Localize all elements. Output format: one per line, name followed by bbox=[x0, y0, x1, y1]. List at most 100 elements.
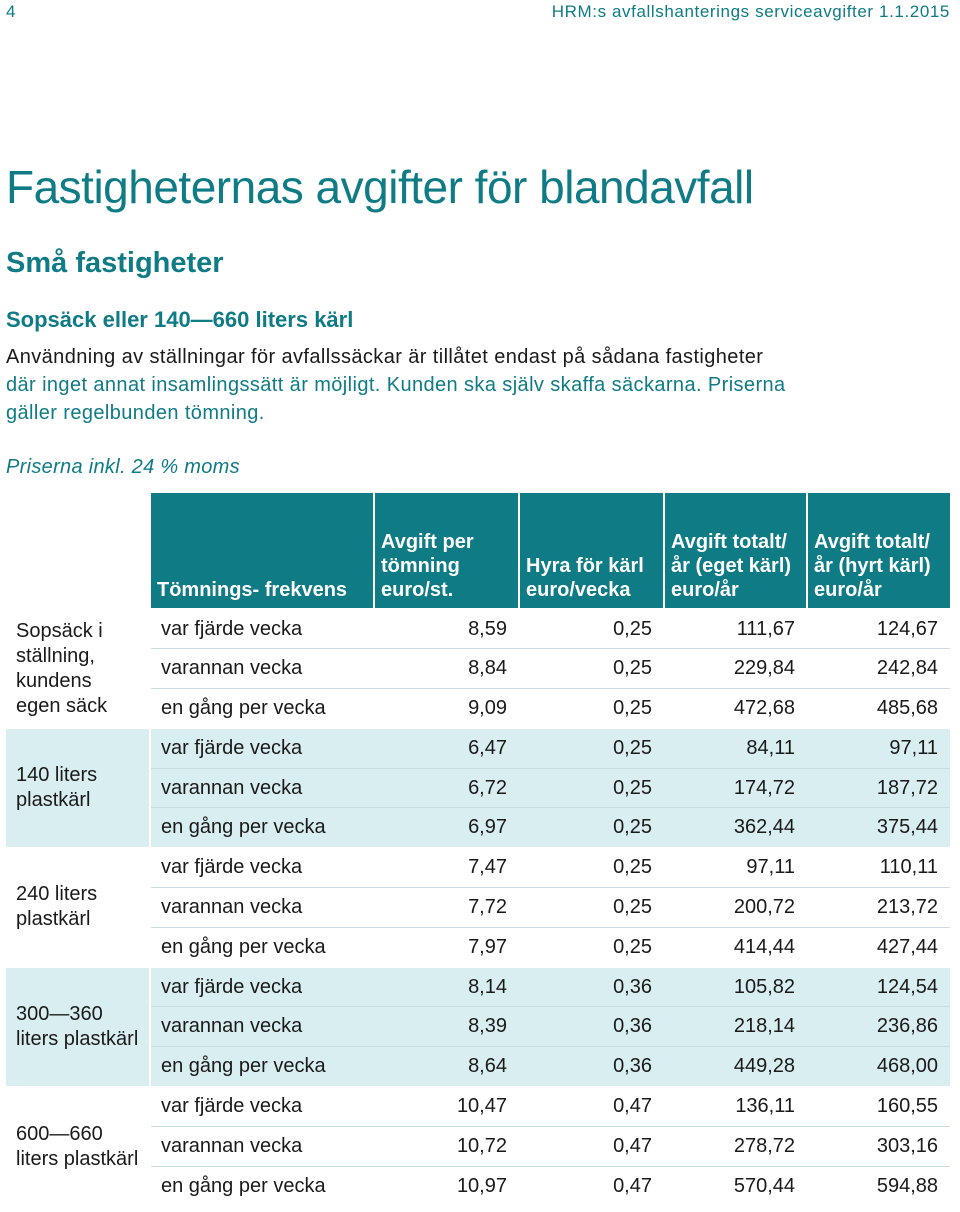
rent-cell: 0,25 bbox=[519, 688, 664, 729]
fee-cell: 8,59 bbox=[374, 608, 519, 649]
table-row: Sopsäck i ställning, kundens egen säck va… bbox=[6, 607, 950, 729]
total-rented-cell: 110,11 bbox=[807, 846, 950, 888]
frequency-cell: en gång per vecka bbox=[150, 1165, 374, 1206]
frequency-cell: var fjärde vecka bbox=[150, 727, 374, 769]
total-own-cell: 200,72 bbox=[664, 887, 807, 928]
fee-cell: 10,47 bbox=[374, 1085, 519, 1127]
frequency-cell: varannan vecka bbox=[150, 1006, 374, 1047]
total-rented-cell: 236,86 bbox=[807, 1006, 950, 1047]
total-own-cell: 414,44 bbox=[664, 926, 807, 968]
total-own-cell: 136,11 bbox=[664, 1085, 807, 1127]
frequency-cell: var fjärde vecka bbox=[150, 846, 374, 888]
fee-cell: 7,47 bbox=[374, 846, 519, 888]
frequency-cell: en gång per vecka bbox=[150, 688, 374, 729]
fee-cell: 10,97 bbox=[374, 1165, 519, 1206]
total-rented-cell: 375,44 bbox=[807, 807, 950, 848]
page-header: 4 HRM:s avfallshanterings serviceavgifte… bbox=[0, 0, 960, 26]
page-number: 4 bbox=[6, 2, 16, 21]
fee-cell: 7,97 bbox=[374, 926, 519, 968]
intro-line-1: Användning av ställningar för avfallssäc… bbox=[6, 346, 764, 368]
fee-cell: 8,84 bbox=[374, 648, 519, 689]
vat-note: Priserna inkl. 24 % moms bbox=[6, 456, 240, 478]
table-row: en gång per vecka 8,64 0,36 449,28 468,00 bbox=[6, 1046, 950, 1087]
rent-cell: 0,47 bbox=[519, 1085, 664, 1127]
header-fee-per-emptying: Avgift per tömning euro/st. bbox=[373, 493, 519, 609]
table-row: 140 liters plastkärl var fjärde vecka 6,47… bbox=[6, 727, 950, 848]
fee-cell: 8,14 bbox=[374, 966, 519, 1007]
total-own-cell: 278,72 bbox=[664, 1125, 807, 1167]
fee-cell: 9,09 bbox=[374, 688, 519, 729]
total-own-cell: 449,28 bbox=[664, 1046, 807, 1087]
frequency-cell: var fjärde vecka bbox=[150, 966, 374, 1007]
total-rented-cell: 242,84 bbox=[807, 648, 950, 689]
total-rented-cell: 97,11 bbox=[807, 727, 950, 769]
table-row: varannan vecka 10,72 0,47 278,72 303,16 bbox=[6, 1125, 950, 1167]
total-rented-cell: 485,68 bbox=[807, 688, 950, 729]
rent-cell: 0,36 bbox=[519, 1046, 664, 1087]
group-label: 600—660 liters plastkärl bbox=[6, 1085, 151, 1206]
table-row: en gång per vecka 6,97 0,25 362,44 375,44 bbox=[6, 807, 950, 848]
rent-cell: 0,36 bbox=[519, 966, 664, 1007]
section-heading: Sopsäck eller 140—660 liters kärl bbox=[6, 307, 354, 332]
total-rented-cell: 594,88 bbox=[807, 1165, 950, 1206]
rent-cell: 0,25 bbox=[519, 887, 664, 928]
header-total-own-bin: Avgift totalt/år (eget kärl) euro/år bbox=[663, 493, 807, 609]
table-row: varannan vecka 7,72 0,25 200,72 213,72 bbox=[6, 887, 950, 928]
total-own-cell: 362,44 bbox=[664, 807, 807, 848]
group-label: 300—360 liters plastkärl bbox=[6, 966, 151, 1087]
rent-cell: 0,47 bbox=[519, 1165, 664, 1206]
frequency-cell: en gång per vecka bbox=[150, 926, 374, 968]
table-body: Sopsäck i ställning, kundens egen säck va… bbox=[6, 607, 950, 1206]
rent-cell: 0,36 bbox=[519, 1006, 664, 1047]
fee-cell: 6,97 bbox=[374, 807, 519, 848]
table-row: 600—660 liters plastkärl var fjärde vecka… bbox=[6, 1085, 950, 1206]
total-rented-cell: 303,16 bbox=[807, 1125, 950, 1167]
fee-cell: 6,72 bbox=[374, 767, 519, 808]
group-label: 240 liters plastkärl bbox=[6, 846, 151, 968]
header-empty-cell bbox=[6, 493, 150, 609]
fee-cell: 10,72 bbox=[374, 1125, 519, 1167]
intro-line-2: där inget annat insamlingssätt är möjlig… bbox=[6, 374, 786, 396]
total-own-cell: 570,44 bbox=[664, 1165, 807, 1206]
total-rented-cell: 160,55 bbox=[807, 1085, 950, 1127]
rent-cell: 0,25 bbox=[519, 608, 664, 649]
total-own-cell: 174,72 bbox=[664, 767, 807, 808]
intro-paragraph: Användning av ställningar för avfallssäc… bbox=[6, 343, 946, 427]
total-rented-cell: 213,72 bbox=[807, 887, 950, 928]
fee-cell: 8,64 bbox=[374, 1046, 519, 1087]
header-total-rented-bin: Avgift totalt/år (hyrt kärl) euro/år bbox=[806, 493, 950, 609]
total-own-cell: 229,84 bbox=[664, 648, 807, 689]
total-rented-cell: 187,72 bbox=[807, 767, 950, 808]
total-rented-cell: 468,00 bbox=[807, 1046, 950, 1087]
fee-cell: 7,72 bbox=[374, 887, 519, 928]
total-rented-cell: 124,54 bbox=[807, 966, 950, 1007]
frequency-cell: varannan vecka bbox=[150, 648, 374, 689]
page-title: Fastigheternas avgifter för blandavfall bbox=[6, 161, 754, 213]
fee-cell: 8,39 bbox=[374, 1006, 519, 1047]
rent-cell: 0,25 bbox=[519, 727, 664, 769]
table-row: 300—360 liters plastkärl var fjärde vecka… bbox=[6, 966, 950, 1087]
frequency-cell: en gång per vecka bbox=[150, 807, 374, 848]
price-table: Tömnings- frekvens Avgift per tömning eu… bbox=[6, 493, 950, 1206]
rent-cell: 0,25 bbox=[519, 846, 664, 888]
table-row: en gång per vecka 7,97 0,25 414,44 427,44 bbox=[6, 926, 950, 968]
total-own-cell: 218,14 bbox=[664, 1006, 807, 1047]
table-row: en gång per vecka 9,09 0,25 472,68 485,68 bbox=[6, 688, 950, 729]
page-subtitle: Små fastigheter bbox=[6, 247, 224, 279]
frequency-cell: varannan vecka bbox=[150, 767, 374, 808]
rent-cell: 0,25 bbox=[519, 807, 664, 848]
table-row: varannan vecka 6,72 0,25 174,72 187,72 bbox=[6, 767, 950, 808]
rent-cell: 0,25 bbox=[519, 926, 664, 968]
table-header: Tömnings- frekvens Avgift per tömning eu… bbox=[6, 493, 950, 609]
total-rented-cell: 427,44 bbox=[807, 926, 950, 968]
total-own-cell: 105,82 bbox=[664, 966, 807, 1007]
frequency-cell: var fjärde vecka bbox=[150, 1085, 374, 1127]
header-bin-rent: Hyra för kärl euro/vecka bbox=[518, 493, 664, 609]
total-own-cell: 97,11 bbox=[664, 846, 807, 888]
frequency-cell: en gång per vecka bbox=[150, 1046, 374, 1087]
table-row: 240 liters plastkärl var fjärde vecka 7,47… bbox=[6, 846, 950, 968]
table-row: varannan vecka 8,39 0,36 218,14 236,86 bbox=[6, 1006, 950, 1047]
total-own-cell: 111,67 bbox=[664, 608, 807, 649]
table-row: varannan vecka 8,84 0,25 229,84 242,84 bbox=[6, 648, 950, 689]
intro-line-3: gäller regelbunden tömning. bbox=[6, 402, 265, 424]
